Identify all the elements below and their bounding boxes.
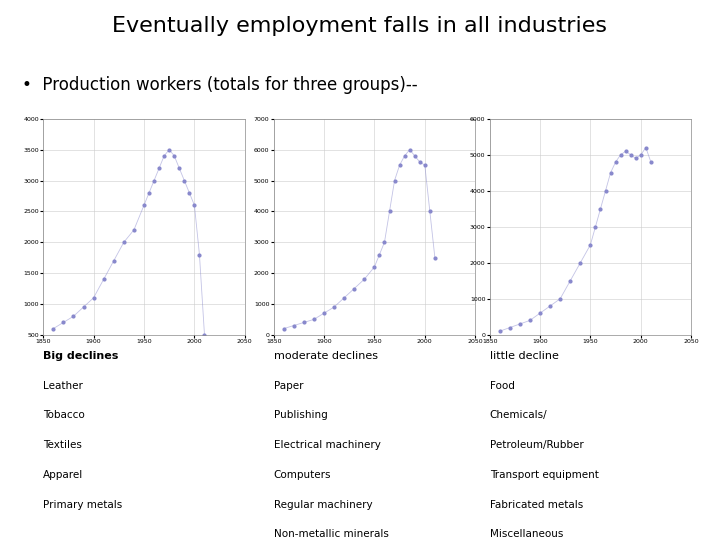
Text: Publishing: Publishing	[274, 410, 328, 421]
Text: little decline: little decline	[490, 351, 559, 361]
Text: Eventually employment falls in all industries: Eventually employment falls in all indus…	[112, 16, 608, 36]
Text: Apparel: Apparel	[43, 470, 84, 480]
Text: Primary metals: Primary metals	[43, 500, 122, 510]
Text: Big declines: Big declines	[43, 351, 119, 361]
Text: moderate declines: moderate declines	[274, 351, 377, 361]
Text: Leather: Leather	[43, 381, 83, 391]
Text: Food: Food	[490, 381, 515, 391]
Text: Miscellaneous: Miscellaneous	[490, 529, 563, 539]
Text: Fabricated metals: Fabricated metals	[490, 500, 583, 510]
Text: Chemicals/: Chemicals/	[490, 410, 547, 421]
Text: Electrical machinery: Electrical machinery	[274, 440, 380, 450]
Text: Regular machinery: Regular machinery	[274, 500, 372, 510]
Text: Tobacco: Tobacco	[43, 410, 85, 421]
Text: Non-metallic minerals: Non-metallic minerals	[274, 529, 389, 539]
Text: Computers: Computers	[274, 470, 331, 480]
Text: Petroleum/Rubber: Petroleum/Rubber	[490, 440, 583, 450]
Text: Textiles: Textiles	[43, 440, 82, 450]
Text: •  Production workers (totals for three groups)--: • Production workers (totals for three g…	[22, 76, 417, 93]
Text: Transport equipment: Transport equipment	[490, 470, 598, 480]
Text: Paper: Paper	[274, 381, 303, 391]
